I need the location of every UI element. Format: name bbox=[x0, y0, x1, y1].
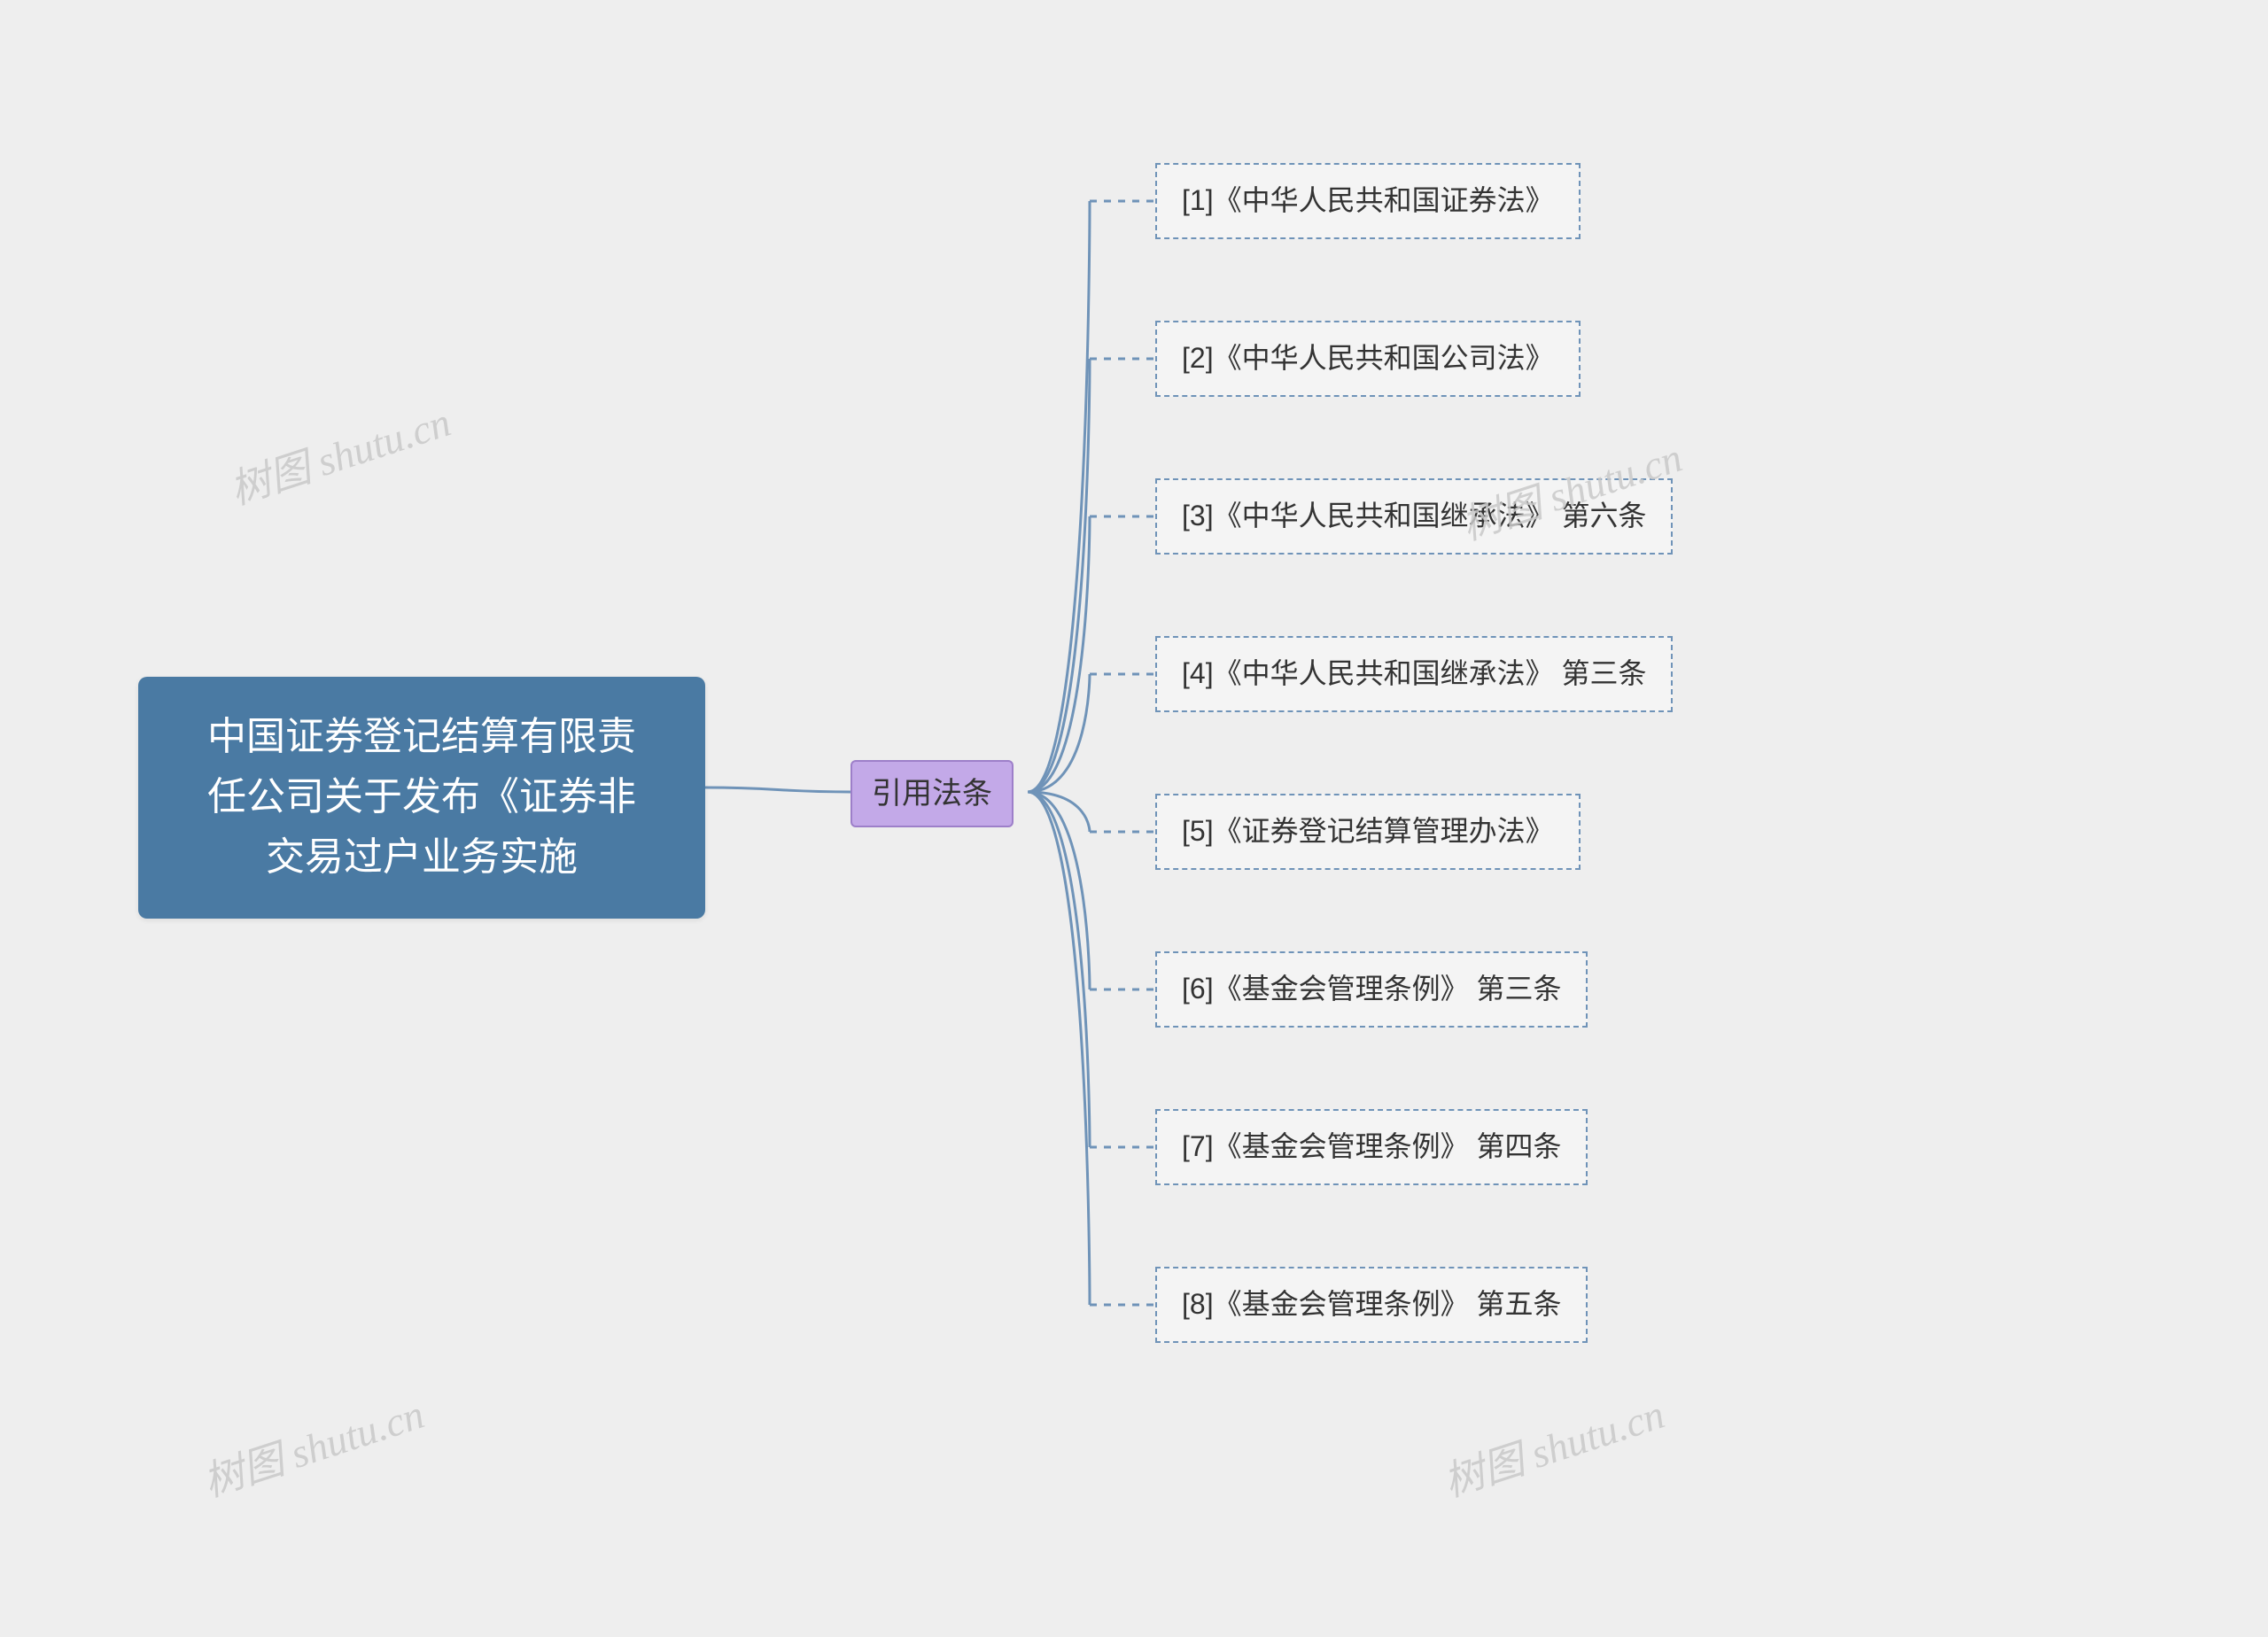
root-line: 任公司关于发布《证券非 bbox=[177, 767, 666, 827]
watermark: 树图 shutu.cn bbox=[1435, 1382, 1671, 1509]
leaf-node: [5]《证券登记结算管理办法》 bbox=[1155, 794, 1581, 870]
watermark: 树图 shutu.cn bbox=[195, 1382, 431, 1509]
mindmap-canvas: 中国证券登记结算有限责任公司关于发布《证券非交易过户业务实施 引用法条 [1]《… bbox=[0, 0, 2268, 1637]
leaf-node: [4]《中华人民共和国继承法》 第三条 bbox=[1155, 636, 1673, 712]
leaf-node: [6]《基金会管理条例》 第三条 bbox=[1155, 951, 1588, 1028]
leaf-node: [1]《中华人民共和国证券法》 bbox=[1155, 163, 1581, 239]
mid-node-references: 引用法条 bbox=[850, 760, 1014, 827]
leaf-node: [3]《中华人民共和国继承法》 第六条 bbox=[1155, 478, 1673, 555]
leaf-node: [8]《基金会管理条例》 第五条 bbox=[1155, 1267, 1588, 1343]
leaf-node: [7]《基金会管理条例》 第四条 bbox=[1155, 1109, 1588, 1185]
root-node: 中国证券登记结算有限责任公司关于发布《证券非交易过户业务实施 bbox=[138, 677, 705, 919]
root-line: 中国证券登记结算有限责 bbox=[177, 707, 666, 767]
root-line: 交易过户业务实施 bbox=[177, 827, 666, 888]
watermark: 树图 shutu.cn bbox=[221, 390, 457, 516]
mid-node-label: 引用法条 bbox=[872, 777, 992, 811]
leaf-node: [2]《中华人民共和国公司法》 bbox=[1155, 321, 1581, 397]
